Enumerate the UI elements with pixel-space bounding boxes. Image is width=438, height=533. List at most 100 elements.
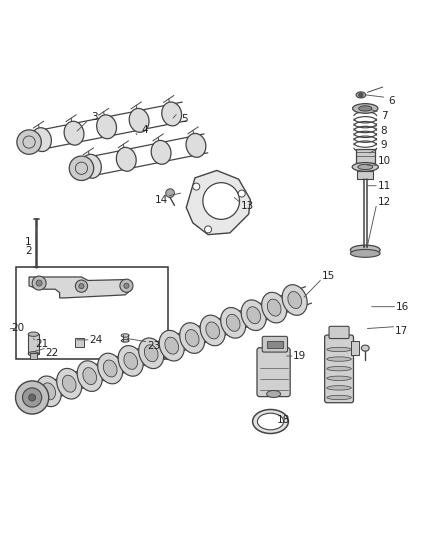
Ellipse shape xyxy=(77,361,102,391)
Bar xyxy=(30,352,37,359)
Text: 12: 12 xyxy=(378,197,391,207)
Text: 23: 23 xyxy=(147,341,160,351)
Circle shape xyxy=(79,284,84,289)
Ellipse shape xyxy=(353,103,378,113)
Ellipse shape xyxy=(103,360,117,377)
Text: 1: 1 xyxy=(25,238,32,247)
Ellipse shape xyxy=(247,306,261,324)
Ellipse shape xyxy=(350,249,380,257)
Ellipse shape xyxy=(206,322,219,339)
Circle shape xyxy=(69,156,94,181)
Ellipse shape xyxy=(162,102,182,126)
Text: 18: 18 xyxy=(277,415,290,425)
Circle shape xyxy=(238,190,245,197)
Ellipse shape xyxy=(42,383,56,400)
Ellipse shape xyxy=(226,314,240,332)
Polygon shape xyxy=(29,277,132,298)
Circle shape xyxy=(120,279,133,292)
Bar xyxy=(28,334,39,354)
Ellipse shape xyxy=(350,245,380,255)
Ellipse shape xyxy=(28,352,39,356)
Bar xyxy=(75,338,84,348)
Ellipse shape xyxy=(118,345,143,376)
Ellipse shape xyxy=(327,348,351,352)
Ellipse shape xyxy=(36,376,61,407)
Circle shape xyxy=(15,381,49,414)
Ellipse shape xyxy=(200,315,225,346)
Ellipse shape xyxy=(121,334,129,337)
Ellipse shape xyxy=(253,409,288,433)
Ellipse shape xyxy=(359,106,372,111)
Circle shape xyxy=(359,93,363,97)
Text: 11: 11 xyxy=(378,181,391,191)
FancyBboxPatch shape xyxy=(356,149,375,163)
FancyBboxPatch shape xyxy=(329,326,349,338)
Text: 17: 17 xyxy=(395,326,408,336)
Text: 6: 6 xyxy=(388,96,395,107)
Ellipse shape xyxy=(57,368,82,399)
Ellipse shape xyxy=(97,115,117,139)
Ellipse shape xyxy=(81,155,101,178)
Ellipse shape xyxy=(28,332,39,336)
Circle shape xyxy=(36,280,42,286)
Text: 16: 16 xyxy=(396,302,409,312)
Ellipse shape xyxy=(180,323,205,353)
Ellipse shape xyxy=(358,164,373,169)
Circle shape xyxy=(17,130,41,154)
Text: 14: 14 xyxy=(155,195,168,205)
Circle shape xyxy=(203,183,240,220)
Ellipse shape xyxy=(267,391,281,398)
Circle shape xyxy=(124,283,129,288)
FancyBboxPatch shape xyxy=(262,336,288,352)
Ellipse shape xyxy=(145,345,158,362)
Ellipse shape xyxy=(327,357,351,361)
Ellipse shape xyxy=(165,337,179,354)
Bar xyxy=(267,341,283,348)
Ellipse shape xyxy=(327,367,351,371)
Text: 5: 5 xyxy=(181,114,187,124)
Ellipse shape xyxy=(352,163,378,171)
Text: 3: 3 xyxy=(91,112,98,122)
Circle shape xyxy=(32,276,46,290)
Ellipse shape xyxy=(258,413,284,430)
FancyBboxPatch shape xyxy=(325,335,353,403)
Ellipse shape xyxy=(361,345,369,351)
FancyBboxPatch shape xyxy=(257,348,290,397)
Ellipse shape xyxy=(151,140,171,164)
Text: 4: 4 xyxy=(141,125,148,135)
Text: 13: 13 xyxy=(241,201,254,211)
Ellipse shape xyxy=(32,128,51,151)
Ellipse shape xyxy=(124,352,138,369)
Ellipse shape xyxy=(327,395,351,400)
Circle shape xyxy=(205,226,212,233)
Circle shape xyxy=(193,183,200,190)
Text: 20: 20 xyxy=(11,324,25,334)
Text: 15: 15 xyxy=(321,271,335,281)
Circle shape xyxy=(166,189,174,198)
Ellipse shape xyxy=(241,300,266,330)
Ellipse shape xyxy=(121,339,129,342)
Ellipse shape xyxy=(288,292,301,309)
Ellipse shape xyxy=(327,386,351,390)
Circle shape xyxy=(28,394,35,401)
Ellipse shape xyxy=(221,308,246,338)
Text: 24: 24 xyxy=(89,335,102,345)
Ellipse shape xyxy=(139,338,164,369)
Ellipse shape xyxy=(159,330,184,361)
Text: 10: 10 xyxy=(378,156,391,166)
Circle shape xyxy=(75,280,88,292)
Ellipse shape xyxy=(356,92,366,98)
Bar xyxy=(15,268,168,359)
FancyBboxPatch shape xyxy=(357,171,373,179)
Text: 9: 9 xyxy=(381,140,387,150)
Ellipse shape xyxy=(327,376,351,381)
Ellipse shape xyxy=(186,133,206,157)
Ellipse shape xyxy=(282,285,307,316)
Ellipse shape xyxy=(64,122,84,145)
Text: 2: 2 xyxy=(25,246,32,256)
Text: 19: 19 xyxy=(293,351,307,361)
Text: 21: 21 xyxy=(35,339,49,349)
Ellipse shape xyxy=(129,108,149,132)
Ellipse shape xyxy=(267,299,281,316)
Text: 7: 7 xyxy=(381,111,388,121)
